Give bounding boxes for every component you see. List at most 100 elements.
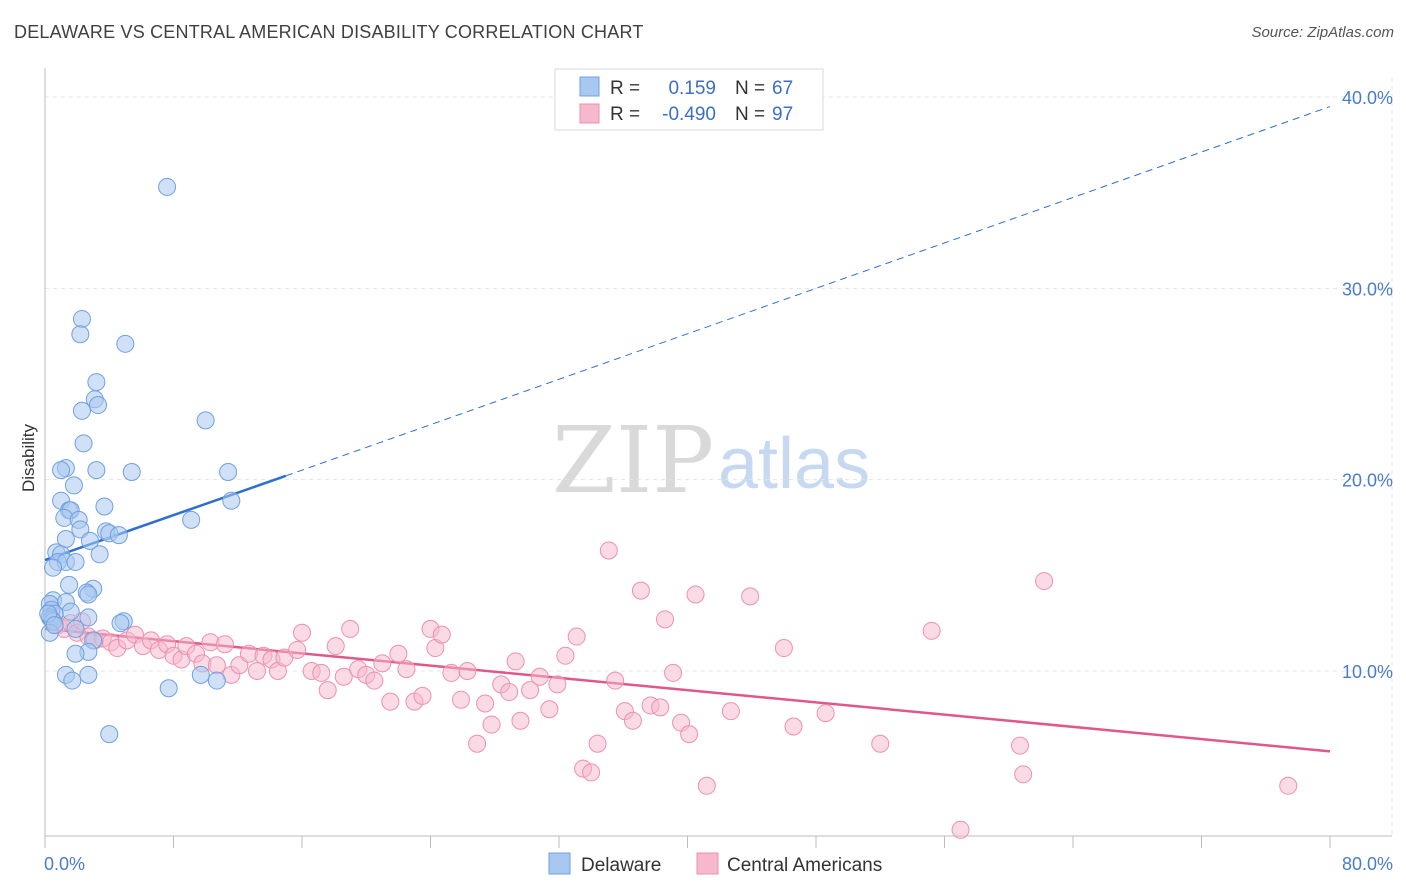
delaware-point bbox=[159, 679, 178, 698]
central-americans-point bbox=[413, 686, 432, 705]
central-americans-point bbox=[588, 734, 607, 753]
legend-r-label-delaware: R = bbox=[610, 78, 640, 99]
delaware-point bbox=[122, 463, 141, 482]
central-americans-point bbox=[741, 587, 760, 606]
delaware-point bbox=[87, 461, 106, 480]
central-americans-point bbox=[556, 646, 575, 665]
legend-r-value-delaware: 0.159 bbox=[668, 78, 716, 99]
delaware-point bbox=[158, 177, 177, 196]
legend-top: R = 0.159 N = 67 R = -0.490 N = 97 bbox=[554, 68, 824, 131]
delaware-point bbox=[222, 491, 241, 510]
central-americans-point bbox=[656, 610, 675, 629]
legend-bottom-swatch-central bbox=[696, 852, 719, 875]
delaware-point bbox=[207, 671, 226, 690]
axes bbox=[44, 68, 1392, 848]
delaware-point bbox=[182, 510, 201, 529]
central-americans-point bbox=[530, 667, 549, 686]
delaware-point bbox=[74, 434, 93, 453]
y-tick-labels: 10.0% 20.0% 30.0% 40.0% bbox=[1342, 88, 1393, 682]
central-americans-point bbox=[871, 734, 890, 753]
legend-box bbox=[554, 68, 824, 131]
delaware-point bbox=[219, 463, 238, 482]
central-americans-point bbox=[540, 700, 559, 719]
central-americans-point bbox=[951, 820, 970, 839]
delaware-point bbox=[90, 545, 109, 564]
central-americans-point bbox=[1279, 776, 1298, 795]
delaware-point bbox=[52, 461, 71, 480]
central-americans-point bbox=[334, 667, 353, 686]
delaware-point bbox=[191, 665, 210, 684]
central-americans-point bbox=[521, 681, 540, 700]
central-americans-point bbox=[482, 715, 501, 734]
central-americans-point bbox=[506, 652, 525, 671]
delaware-point bbox=[72, 401, 91, 420]
delaware-trend-extension bbox=[285, 106, 1331, 477]
delaware-point bbox=[64, 476, 83, 495]
central-americans-point bbox=[664, 663, 683, 682]
central-americans-point bbox=[1035, 572, 1054, 591]
central-americans-point bbox=[606, 671, 625, 690]
delaware-point bbox=[109, 526, 128, 545]
central-americans-point bbox=[816, 704, 835, 723]
central-americans-point bbox=[567, 627, 586, 646]
central-americans-point bbox=[442, 663, 461, 682]
delaware-point bbox=[71, 325, 90, 344]
central-americans-point bbox=[230, 656, 249, 675]
x-tick-label-max: 80.0% bbox=[1342, 854, 1393, 874]
central-americans-point bbox=[582, 763, 601, 782]
source-label: Source: ZipAtlas.com bbox=[1251, 24, 1394, 41]
legend-bottom-swatch-delaware bbox=[548, 852, 571, 875]
chart-title: DELAWARE VS CENTRAL AMERICAN DISABILITY … bbox=[14, 22, 644, 42]
legend-n-value-central: 97 bbox=[772, 104, 793, 125]
legend-n-value-delaware: 67 bbox=[772, 78, 793, 99]
delaware-point bbox=[60, 575, 79, 594]
delaware-point bbox=[196, 411, 215, 430]
x-tick-labels: 0.0% 80.0% bbox=[44, 854, 1393, 874]
central-americans-point bbox=[381, 692, 400, 711]
central-americans-point bbox=[697, 776, 716, 795]
central-americans-point bbox=[784, 717, 803, 736]
delaware-point bbox=[100, 725, 119, 744]
central-americans-point bbox=[288, 640, 307, 659]
central-americans-point bbox=[293, 623, 311, 642]
central-americans-point bbox=[1010, 736, 1029, 755]
legend-bottom-label-central: Central Americans bbox=[727, 855, 882, 876]
delaware-point bbox=[111, 614, 130, 633]
central-americans-point bbox=[686, 585, 705, 604]
central-americans-point bbox=[365, 671, 384, 690]
delaware-point bbox=[66, 552, 85, 571]
central-americans-point bbox=[500, 683, 519, 702]
y-tick-label: 20.0% bbox=[1342, 471, 1393, 491]
legend-bottom-label-delaware: Delaware bbox=[581, 855, 661, 876]
delaware-point bbox=[61, 602, 80, 621]
central-americans-point bbox=[215, 635, 234, 654]
delaware-point bbox=[66, 619, 85, 638]
delaware-point bbox=[95, 497, 114, 516]
legend-n-label-delaware: N = bbox=[735, 78, 765, 99]
legend-swatch-central bbox=[579, 103, 600, 124]
central-americans-point bbox=[548, 675, 567, 694]
legend-r-label-central: R = bbox=[610, 104, 640, 125]
central-americans-point bbox=[326, 637, 345, 656]
central-americans-point bbox=[631, 581, 650, 600]
central-americans-point bbox=[922, 621, 941, 640]
delaware-point bbox=[87, 373, 106, 392]
central-americans-point bbox=[1014, 765, 1033, 784]
delaware-point bbox=[79, 665, 98, 684]
central-americans-point bbox=[207, 656, 226, 675]
central-americans-point bbox=[452, 690, 471, 709]
central-americans-point bbox=[680, 725, 699, 744]
central-americans-point bbox=[511, 711, 530, 730]
delaware-point bbox=[44, 558, 63, 577]
central-americans-point bbox=[341, 619, 360, 638]
watermark-atlas: atlas bbox=[718, 424, 870, 504]
delaware-point bbox=[45, 616, 64, 635]
central-americans-points bbox=[42, 541, 1298, 839]
delaware-point bbox=[116, 334, 135, 353]
legend-swatch-delaware bbox=[579, 76, 600, 97]
y-axis-title: Disability bbox=[19, 423, 38, 492]
delaware-point bbox=[72, 309, 91, 328]
central-americans-point bbox=[389, 644, 408, 663]
central-americans-point bbox=[312, 663, 331, 682]
